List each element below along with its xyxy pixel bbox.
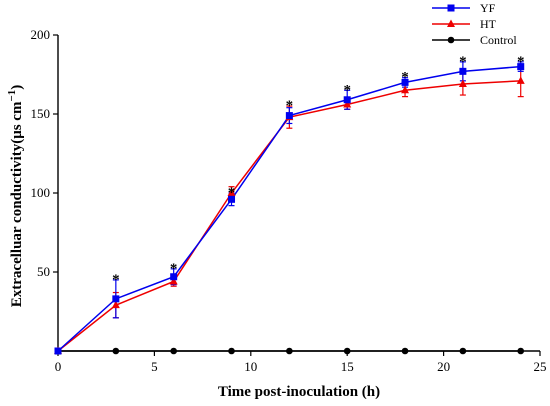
significance-mark: * (228, 185, 236, 201)
y-tick-label: 150 (31, 106, 51, 121)
significance-mark: * (517, 54, 525, 70)
yf-data-point (54, 347, 62, 355)
significance-marks: * * * * * * * * (112, 54, 524, 288)
yf-data-point (459, 67, 467, 75)
ht-data-point (343, 100, 352, 108)
control-data-point (459, 347, 467, 355)
significance-mark: * (459, 54, 467, 70)
control-data-point (517, 347, 525, 355)
control-data-point (343, 347, 351, 355)
y-tick-label: 50 (37, 264, 50, 279)
yf-data-point (401, 78, 409, 86)
significance-mark: * (112, 272, 120, 288)
control-data-point (228, 347, 235, 355)
yf-data-point (112, 295, 120, 303)
control-data-point (170, 347, 177, 355)
legend-marker-control (447, 36, 455, 44)
yf-data-point (228, 195, 236, 203)
ht-data-point (169, 276, 178, 285)
significance-mark: * (343, 82, 351, 98)
x-tick-label: 25 (534, 359, 547, 374)
x-tick-label: 10 (244, 359, 257, 374)
yf-data-point (343, 96, 351, 104)
y-tick-label: 200 (31, 27, 51, 42)
ht-data-point (227, 188, 236, 196)
significance-mark: * (401, 70, 409, 86)
y-axis-title: Extracelluar conductivity(μs cm−1) (6, 85, 25, 307)
control-data-point (112, 347, 120, 355)
yf-data-point (517, 63, 525, 71)
y-axis-title-close: ) (9, 85, 25, 90)
legend-label-ht: HT (480, 17, 497, 31)
ht-data-point (111, 300, 120, 309)
x-axis-title: Time post-inoculation (h) (218, 384, 380, 400)
y-tick-label: 100 (31, 185, 51, 200)
x-tick-label: 0 (55, 359, 62, 374)
legend-marker-ht (447, 19, 455, 27)
legend-marker-yf (447, 4, 455, 12)
legend-label-control: Control (480, 33, 517, 47)
yf-data-point (170, 273, 178, 281)
legend-label-yf: YF (480, 1, 496, 15)
y-axis-title-sup: −1 (6, 90, 18, 102)
yf-data-point (285, 112, 293, 120)
series-markers (54, 63, 525, 355)
x-tick-label: 20 (437, 359, 450, 374)
ht-data-point (458, 79, 467, 87)
ht-data-point (401, 85, 410, 94)
y-axis-title-main: Extracelluar conductivity(μs cm (9, 101, 25, 307)
x-tick-label: 5 (151, 359, 158, 374)
ht-data-point (516, 76, 525, 84)
control-data-point (286, 347, 293, 355)
significance-mark: * (286, 98, 294, 114)
x-tick-label: 15 (341, 359, 354, 374)
control-data-point (401, 347, 409, 355)
axes: 0 5 10 15 20 25 50 100 150 200 (31, 27, 547, 374)
legend: YF HT Control (432, 1, 517, 47)
significance-mark: * (170, 261, 178, 277)
